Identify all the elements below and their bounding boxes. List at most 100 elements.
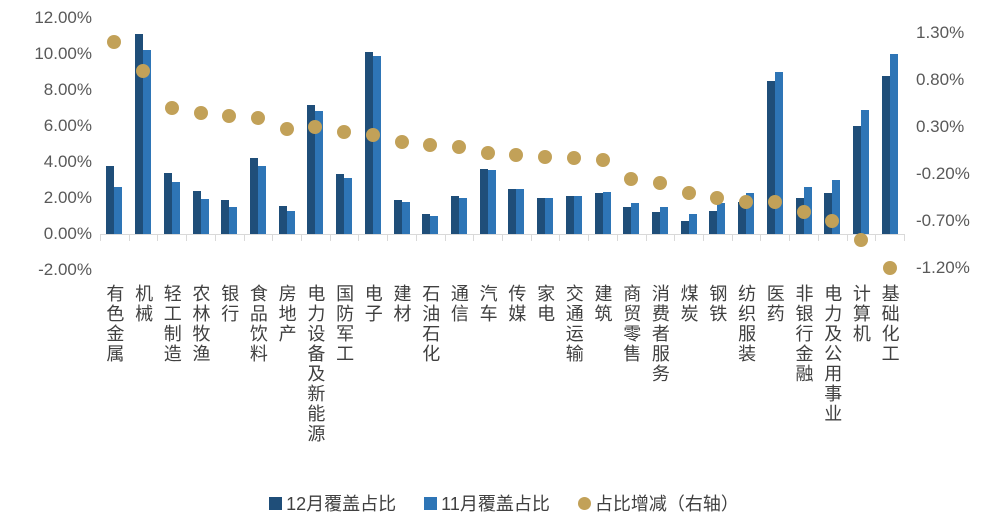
category-label: 商贸零售 [621, 284, 642, 364]
bar-dec-coverage [278, 206, 287, 234]
bar-nov-coverage [372, 56, 381, 234]
change-dot [193, 105, 208, 120]
change-dot [509, 148, 524, 163]
change-dot [825, 214, 840, 228]
bar-nov-coverage [171, 181, 180, 234]
bar-nov-coverage [286, 211, 295, 234]
category-label: 石油石化 [420, 284, 441, 364]
category-label: 建筑 [592, 284, 613, 324]
axis-tick-mark [904, 234, 905, 241]
axis-tick-mark [588, 234, 590, 241]
change-dot [853, 232, 868, 247]
left-axis-tick: 6.00% [43, 116, 92, 135]
axis-tick-mark [128, 234, 130, 241]
bar-nov-coverage [688, 214, 697, 234]
right-axis-tick: 0.80% [916, 70, 965, 89]
axis-tick-mark [329, 234, 331, 241]
category-label: 非银行金融 [793, 284, 814, 384]
change-dot [796, 204, 811, 219]
right-axis-tick: -1.20% [916, 258, 970, 277]
axis-tick-mark [157, 234, 159, 241]
legend-item-change-series: 占比增减（右轴） [577, 490, 739, 516]
category-label: 传媒 [506, 284, 527, 324]
change-dot [624, 171, 639, 186]
bar-dec-coverage [135, 34, 144, 234]
bar-nov-coverage [458, 197, 467, 234]
right-axis-tick: 0.30% [916, 117, 965, 136]
axis-tick-mark [358, 234, 360, 241]
bar-nov-coverage [516, 189, 525, 234]
bar-nov-coverage [229, 207, 238, 234]
bar-nov-coverage [717, 202, 726, 234]
bar-nov-coverage [774, 72, 783, 234]
bar-nov-coverage [860, 109, 869, 234]
axis-tick-mark [875, 234, 877, 241]
bar-dec-coverage [766, 81, 775, 234]
bar-nov-coverage [832, 180, 841, 234]
left-axis-tick: -2.00% [38, 260, 92, 279]
change-dot [595, 152, 610, 167]
legend-item-nov-series: 11月覆盖占比 [424, 490, 550, 516]
category-label: 机械 [133, 284, 154, 324]
axis-tick-mark [100, 234, 101, 241]
left-axis-tick: 12.00% [34, 8, 92, 27]
bar-dec-coverage [594, 192, 603, 234]
category-label: 农林牧渔 [190, 284, 211, 364]
change-dot [222, 108, 237, 123]
bar-nov-coverage [401, 202, 410, 234]
left-axis-tick: 4.00% [43, 152, 92, 171]
bar-dec-coverage [738, 201, 747, 234]
axis-tick-mark [214, 234, 216, 241]
category-label: 电力设备及新能源 [305, 284, 326, 444]
change-dot [480, 146, 495, 161]
category-label: 汽车 [477, 284, 498, 324]
axis-tick-mark [789, 234, 791, 241]
left-axis-tick: 10.00% [34, 44, 92, 63]
category-label: 房地产 [276, 284, 297, 344]
bar-dec-coverage [364, 52, 373, 234]
category-label: 轻工制造 [161, 284, 182, 364]
axis-tick-mark [387, 234, 389, 241]
axis-tick-mark [415, 234, 417, 241]
legend-item-dec-series: 12月覆盖占比 [269, 490, 396, 516]
axis-tick-mark [616, 234, 618, 241]
change-dot [423, 137, 438, 152]
bar-nov-coverage [344, 178, 353, 234]
bar-dec-coverage [623, 207, 632, 234]
bar-dec-coverage [192, 190, 201, 234]
change-dot [308, 120, 323, 134]
bar-nov-coverage [602, 191, 611, 234]
category-label: 消费者服务 [649, 284, 670, 384]
category-label: 医药 [764, 284, 785, 324]
change-dot [451, 139, 466, 154]
dec-series-marker-icon [269, 496, 283, 510]
change-dot [767, 195, 782, 210]
bar-dec-coverage [680, 221, 689, 234]
axis-tick-mark [444, 234, 446, 241]
bar-dec-coverage [651, 212, 660, 234]
category-label: 电力及公用事业 [822, 284, 843, 424]
category-label: 建材 [391, 284, 412, 324]
change-dot [652, 176, 667, 191]
axis-tick-mark [186, 234, 188, 241]
bar-nov-coverage [631, 202, 640, 234]
bar-dec-coverage [221, 199, 230, 234]
legend-label-dec-series: 12月覆盖占比 [286, 494, 397, 514]
change-dot [164, 101, 179, 116]
category-label: 通信 [448, 284, 469, 324]
change-dot [538, 150, 553, 165]
axis-tick-mark [559, 234, 561, 241]
axis-tick-mark [272, 234, 274, 241]
category-label: 国防军工 [334, 284, 355, 364]
legend-label-change-series: 占比增减（右轴） [594, 494, 739, 514]
bar-nov-coverage [200, 198, 209, 234]
category-label: 有色金属 [104, 284, 125, 364]
bar-dec-coverage [508, 189, 517, 234]
axis-tick-mark [760, 234, 762, 241]
category-label: 交通运输 [563, 284, 584, 364]
bar-dec-coverage [393, 199, 402, 234]
bar-nov-coverage [746, 192, 755, 234]
bar-nov-coverage [114, 187, 123, 234]
category-label: 电子 [362, 284, 383, 324]
